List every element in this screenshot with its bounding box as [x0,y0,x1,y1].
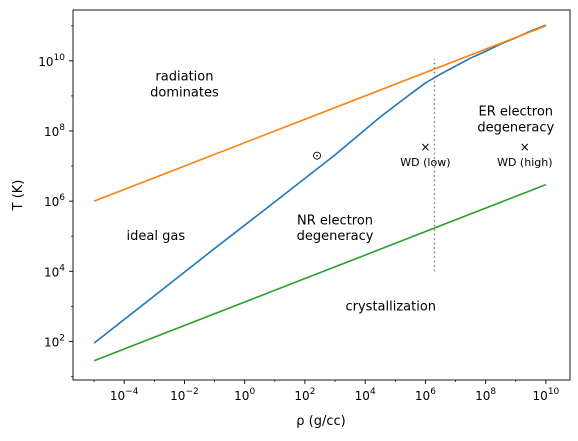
region-annotation: ER electron [479,105,553,120]
region-annotation: NR electron [297,213,373,228]
x-tick-label: 1010 [533,387,560,403]
series-layer [93,24,547,362]
x-tick-label: 102 [294,387,315,403]
x-tick-label: 100 [234,387,255,403]
region-annotation: dominates [150,85,219,100]
marker-symbol: ⊙ [312,149,322,163]
marker-layer: ⊙ × WD (low) × WD (high) [312,140,553,169]
marker-symbol: × [420,140,430,154]
y-tick-label: 108 [44,123,65,139]
y-tick-label: 106 [44,193,65,209]
x-tick-label: 10−4 [110,387,139,403]
x-axis-label: ρ (g/cc) [296,414,345,429]
region-annotation: crystallization [345,299,436,314]
marker-symbol: × [520,140,530,154]
region-annotation: ideal gas [127,229,186,244]
y-tick-label: 1010 [38,53,65,69]
y-axis-label: T (K) [11,180,26,212]
marker-label: WD (low) [400,156,450,169]
y-tick-label: 102 [44,333,65,349]
region-annotation: radiation [155,70,213,85]
x-tick-label: 104 [355,387,376,403]
region-annotation: degeneracy [477,120,554,135]
plot-frame [72,9,571,381]
x-axis-ticks: 10−4 10−2 100 102 104 106 108 1010 [93,380,560,403]
marker-label: WD (high) [497,156,552,169]
y-tick-label: 104 [44,263,65,279]
region-annotation: degeneracy [297,229,374,244]
x-tick-label: 10−2 [170,387,199,403]
x-tick-label: 108 [475,387,496,403]
series-line-2 [93,25,547,202]
x-tick-label: 106 [415,387,436,403]
series-line-3 [93,183,547,362]
y-axis-ticks: 102 104 106 108 1010 [38,25,73,377]
